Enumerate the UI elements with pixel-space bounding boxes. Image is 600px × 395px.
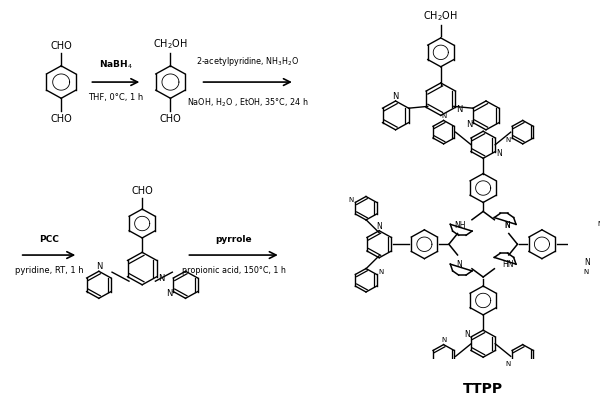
Text: N: N	[378, 269, 383, 275]
Text: N: N	[583, 269, 588, 275]
Text: N: N	[505, 361, 511, 367]
Text: N: N	[466, 120, 472, 129]
Text: pyrrole: pyrrole	[215, 235, 252, 244]
Text: CHO: CHO	[160, 114, 181, 124]
Text: N: N	[457, 260, 463, 269]
Text: N: N	[95, 262, 102, 271]
Text: CH$_2$OH: CH$_2$OH	[153, 37, 188, 51]
Text: N: N	[464, 330, 470, 339]
Text: N: N	[166, 289, 172, 298]
Text: 2-acetylpyridine, NH$_3$H$_2$O: 2-acetylpyridine, NH$_3$H$_2$O	[196, 55, 299, 68]
Text: N: N	[598, 222, 600, 228]
Text: N: N	[158, 275, 164, 284]
Text: N: N	[392, 92, 399, 101]
Text: HN: HN	[502, 260, 514, 269]
Text: N: N	[504, 221, 509, 230]
Text: N: N	[584, 258, 590, 267]
Text: CHO: CHO	[50, 41, 72, 51]
Text: propionic acid, 150°C, 1 h: propionic acid, 150°C, 1 h	[182, 266, 286, 275]
Text: CHO: CHO	[50, 114, 72, 124]
Text: NaOH, H$_2$O , EtOH, 35°C, 24 h: NaOH, H$_2$O , EtOH, 35°C, 24 h	[187, 96, 308, 109]
Text: CH$_2$OH: CH$_2$OH	[424, 9, 458, 23]
Text: pyridine, RT, 1 h: pyridine, RT, 1 h	[14, 266, 83, 275]
Text: N: N	[457, 105, 463, 114]
Text: N: N	[441, 113, 446, 119]
Text: PCC: PCC	[39, 235, 59, 244]
Text: N: N	[349, 197, 354, 203]
Text: N: N	[441, 337, 446, 343]
Text: N: N	[376, 222, 382, 231]
Text: N: N	[497, 149, 502, 158]
Text: NH: NH	[454, 221, 465, 230]
Text: THF, 0°C, 1 h: THF, 0°C, 1 h	[88, 93, 143, 102]
Text: N: N	[504, 221, 509, 230]
Text: CHO: CHO	[131, 186, 153, 196]
Text: N: N	[505, 137, 511, 143]
Text: NaBH$_4$: NaBH$_4$	[99, 59, 133, 71]
Text: TTPP: TTPP	[463, 382, 503, 395]
